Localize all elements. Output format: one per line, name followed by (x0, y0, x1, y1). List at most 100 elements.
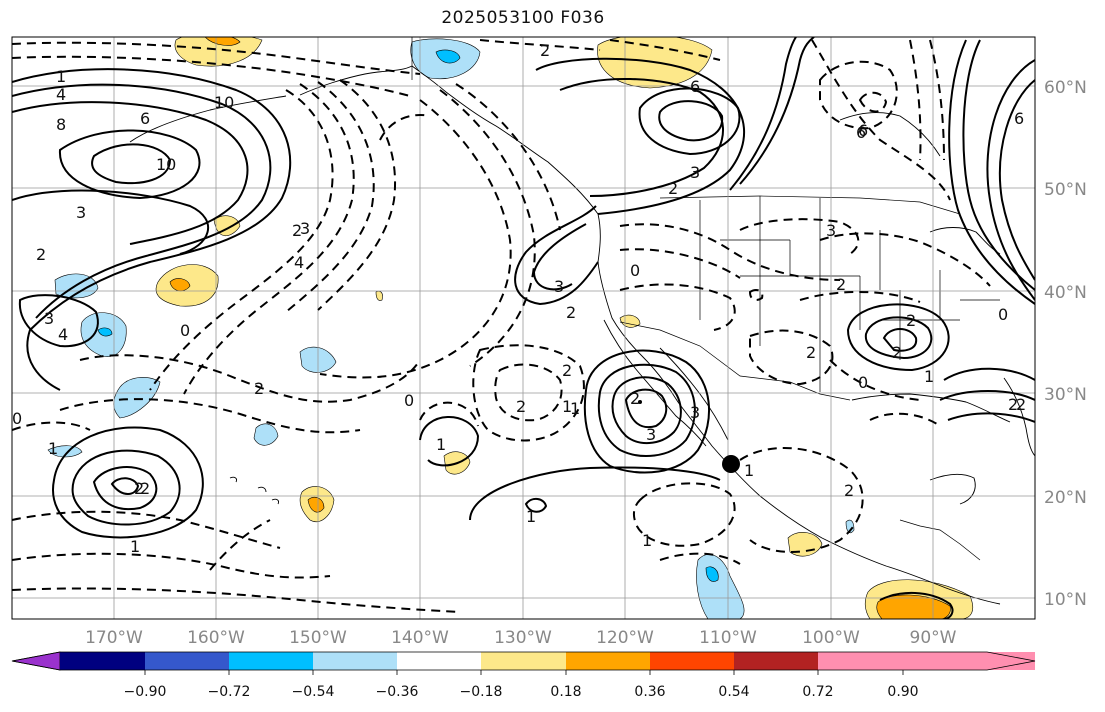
contour-line (929, 39, 945, 161)
colorbar-segment (60, 652, 145, 670)
contour-line (658, 100, 724, 142)
lon-label: 110°W (699, 628, 757, 648)
lon-label: 130°W (494, 628, 552, 648)
contour-line (317, 79, 396, 311)
contour-label: 3 (554, 277, 564, 296)
contour-line (379, 114, 431, 141)
contour-label: 10 (156, 155, 176, 174)
lat-label: 60°N (1044, 78, 1087, 98)
contour-line (998, 79, 1035, 281)
contour-label: 1 (526, 507, 536, 526)
contour-label: 6 (1014, 109, 1024, 128)
contour-label: 2 (1008, 395, 1018, 414)
contour-line (12, 587, 461, 613)
contour-label: 0 (12, 409, 22, 428)
contour-label: 2 (540, 41, 550, 60)
contour-line (811, 39, 951, 201)
colorbar-tick-label: −0.18 (460, 684, 503, 700)
lat-label: 50°N (1044, 180, 1087, 200)
alaska-coast (299, 65, 599, 215)
contour-label: 2 (566, 303, 576, 322)
shade-lightblue-patch (47, 445, 83, 458)
lat-label: 20°N (1044, 488, 1087, 508)
contour-label: 3 (44, 309, 54, 328)
colorbar-ticks (144, 670, 904, 675)
contour-label: 0 (630, 261, 640, 280)
contour-line (92, 466, 158, 511)
colorbar-outline (11, 651, 1036, 671)
contour-label: 4 (294, 253, 304, 272)
contour-line (524, 498, 548, 513)
contour-label: 3 (646, 425, 656, 444)
lon-label: 90°W (910, 628, 957, 648)
shade-orange-patch (307, 496, 325, 513)
contour-line (609, 39, 721, 61)
contour-line (183, 83, 355, 395)
contour-line (149, 89, 334, 391)
contour-label: 0 (998, 305, 1008, 324)
contour-line (939, 367, 1035, 423)
contour-line (729, 37, 797, 191)
contour-line (962, 39, 1035, 291)
gulf-coast (851, 393, 1011, 423)
contour-label: 0 (180, 321, 190, 340)
contour-line (819, 60, 898, 130)
colorbar-segment (229, 652, 313, 670)
contour-line (948, 39, 1035, 305)
contour-label: 2 (1016, 395, 1026, 414)
contour-line (479, 39, 601, 51)
contour-label: 2 (254, 379, 264, 398)
contour-label: 10 (214, 93, 234, 112)
contour-line (638, 87, 741, 156)
contour-label: 2 (906, 311, 916, 330)
colorbar: −0.90 −0.72 −0.54 −0.36 −0.18 0.18 0.36 … (11, 651, 1036, 700)
contour-label: 2 (562, 361, 572, 380)
contour-line (909, 39, 922, 161)
contour-line (18, 294, 99, 348)
contour-line (799, 291, 921, 303)
contour-label: 1 (48, 439, 58, 458)
contour-line (71, 449, 181, 526)
lon-label: 160°W (187, 628, 245, 648)
contour-label: 2 (844, 481, 854, 500)
contour-line (419, 416, 480, 467)
colorbar-segment (566, 652, 650, 670)
shade-blue-patch (435, 49, 461, 64)
contour-label: 1 (130, 537, 140, 556)
contour-line (12, 41, 421, 75)
contour-label: 2 (140, 479, 150, 498)
contour-label: 2 (292, 221, 302, 240)
contour-line (624, 388, 668, 429)
location-marker (722, 455, 740, 473)
center-dot (638, 400, 642, 404)
contour-label: 3 (690, 403, 700, 422)
contour-line (419, 401, 479, 427)
colorbar-tick-label: −0.72 (208, 684, 251, 700)
contour-line (58, 129, 201, 200)
contour-line (285, 81, 375, 313)
coastlines (129, 65, 1035, 605)
contour-line (619, 223, 841, 281)
contour-line (319, 99, 512, 379)
longitude-labels: 170°W 160°W 150°W 140°W 130°W 120°W 110°… (85, 628, 957, 648)
map-frame (11, 36, 1036, 620)
shade-blue-patch (705, 566, 719, 582)
contour-label: 0 (404, 391, 414, 410)
contour-label: 2 (516, 397, 526, 416)
contour-line (739, 37, 815, 185)
contour-label: 4 (58, 325, 68, 344)
contour-line (59, 398, 361, 434)
shade-yellow-patch (174, 37, 263, 67)
contour-label: 2 (892, 343, 902, 362)
colorbar-tick-label: 0.36 (634, 684, 665, 700)
contour-line (864, 316, 933, 360)
contour-line (514, 205, 599, 306)
colorbar-segment (397, 652, 481, 670)
contour-line (869, 412, 941, 427)
map-title: 2025053100 F036 (441, 8, 605, 28)
lon-label: 170°W (85, 628, 143, 648)
contour-line (455, 83, 561, 231)
contour-line (52, 426, 204, 539)
contour-line (91, 143, 172, 185)
colorbar-segment (818, 652, 903, 670)
